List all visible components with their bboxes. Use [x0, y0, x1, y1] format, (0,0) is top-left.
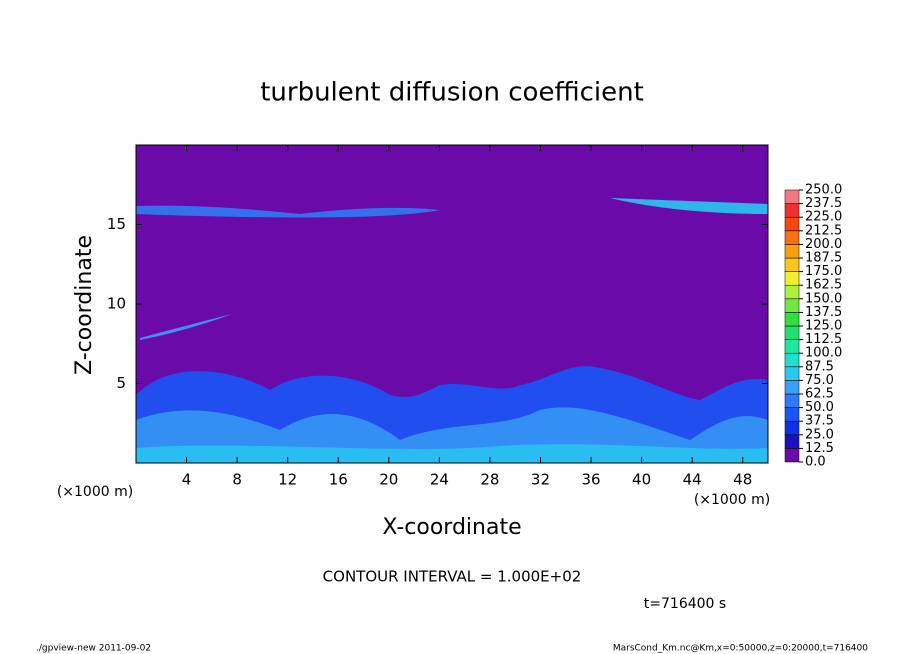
x-unit: (×1000 m)	[57, 484, 133, 500]
colorbar-label: 112.5	[805, 332, 842, 347]
x-tick-label: 40	[632, 471, 651, 489]
colorbar-box	[784, 420, 800, 436]
colorbar-box	[784, 257, 800, 272]
footer: ./gpview-new 2011-09-02	[36, 644, 151, 654]
colorbar-label: 12.5	[805, 441, 834, 456]
x-tick-label: 48	[733, 471, 752, 489]
colorbar-box	[784, 352, 800, 368]
colorbar-box	[784, 339, 800, 354]
colorbar-box	[784, 271, 800, 286]
y-axis-label: Z-coordinate	[72, 235, 97, 375]
colorbar-label: 175.0	[805, 264, 842, 279]
colorbar-label: 87.5	[805, 359, 834, 374]
colorbar-box	[784, 448, 800, 463]
x-tick-label: 44	[683, 471, 702, 489]
colorbar-box	[784, 393, 800, 408]
x-tick-label: 32	[531, 471, 550, 489]
colorbar-label: 75.0	[805, 373, 834, 388]
annotation: CONTOUR INTERVAL = 1.000E+02	[323, 568, 582, 586]
colorbar-box	[784, 216, 800, 232]
x-tick-label: 12	[278, 471, 297, 489]
colorbar-box	[784, 407, 800, 422]
colorbar-label: 187.5	[805, 251, 842, 266]
colorbar-label: 137.5	[805, 305, 842, 320]
colorbar-label: 150.0	[805, 291, 842, 306]
field-feature	[610, 198, 768, 214]
colorbar-box	[784, 230, 800, 245]
x-tick-label: 24	[430, 471, 449, 489]
colorbar-label: 200.0	[805, 237, 842, 252]
colorbar-box	[784, 244, 800, 259]
colorbar-box	[784, 298, 800, 313]
colorbar-label: 125.0	[805, 319, 842, 334]
colorbar-label: 25.0	[805, 427, 834, 442]
annotation: t=716400 s	[644, 596, 726, 612]
colorbar-box	[784, 380, 800, 395]
y-tick-label: 10	[107, 295, 126, 313]
field-feature	[136, 205, 440, 218]
colorbar-label: 50.0	[805, 400, 834, 415]
colorbar-label: 212.5	[805, 223, 842, 238]
colorbar-label: 37.5	[805, 414, 834, 429]
x-tick-label: 16	[329, 471, 348, 489]
x-axis-label: X-coordinate	[382, 515, 521, 540]
colorbar-box	[784, 312, 800, 327]
y-tick-label: 15	[107, 215, 126, 233]
chart-title: turbulent diffusion coefficient	[260, 78, 644, 108]
colorbar-box	[784, 366, 800, 381]
colorbar-label: 237.5	[805, 196, 842, 211]
colorbar-box	[784, 203, 800, 218]
colorbar-box	[784, 284, 800, 300]
x-tick-label: 36	[581, 471, 600, 489]
x-tick-label: 4	[182, 471, 192, 489]
colorbar-label: 162.5	[805, 278, 842, 293]
field-feature	[136, 444, 768, 463]
colorbar-label: 0.0	[805, 455, 826, 470]
colorbar-label: 62.5	[805, 387, 834, 402]
field-feature	[140, 314, 232, 340]
colorbar-label: 100.0	[805, 346, 842, 361]
colorbar-label: 250.0	[805, 183, 842, 198]
x-tick-label: 20	[379, 471, 398, 489]
colorbar-box	[784, 325, 800, 340]
colorbar-box	[784, 434, 800, 449]
colorbar-box	[784, 189, 800, 204]
y-tick-label: 5	[116, 374, 126, 392]
field	[136, 145, 768, 463]
x-unit: (×1000 m)	[694, 492, 770, 508]
x-tick-label: 8	[232, 471, 242, 489]
colorbar-label: 225.0	[805, 210, 842, 225]
footer: MarsCond_Km.nc@Km,x=0:50000,z=0:20000,t=…	[613, 644, 868, 654]
x-tick-label: 28	[480, 471, 499, 489]
